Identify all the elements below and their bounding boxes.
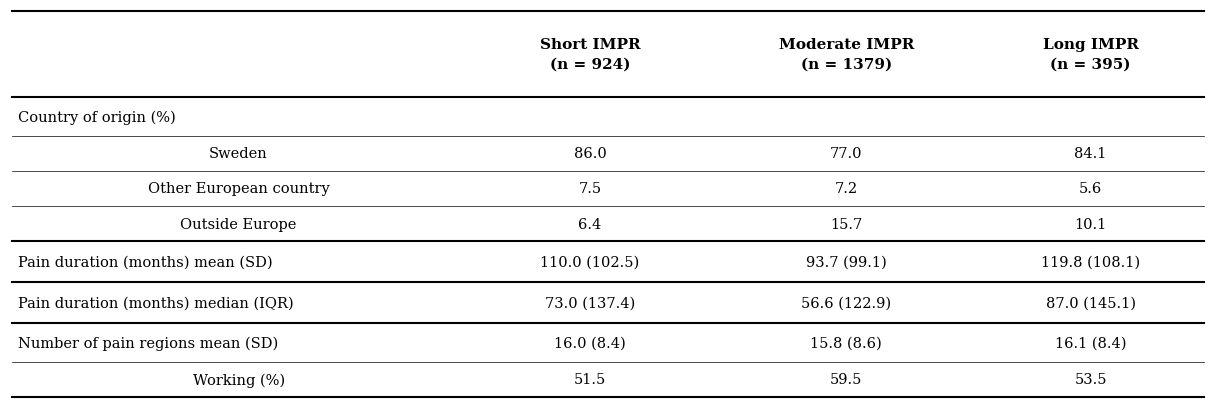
Text: Pain duration (months) mean (SD): Pain duration (months) mean (SD) (18, 255, 272, 269)
Text: Pain duration (months) median (IQR): Pain duration (months) median (IQR) (18, 296, 294, 310)
Text: 7.2: 7.2 (834, 182, 858, 196)
Text: 10.1: 10.1 (1075, 217, 1107, 231)
Text: 16.1 (8.4): 16.1 (8.4) (1055, 336, 1126, 350)
Text: 59.5: 59.5 (831, 373, 862, 387)
Text: Outside Europe: Outside Europe (180, 217, 297, 231)
Text: Number of pain regions mean (SD): Number of pain regions mean (SD) (18, 335, 278, 350)
Text: 51.5: 51.5 (574, 373, 607, 387)
Text: 86.0: 86.0 (574, 147, 607, 161)
Text: 15.8 (8.6): 15.8 (8.6) (810, 336, 883, 350)
Text: Other European country: Other European country (147, 182, 330, 196)
Text: Sweden: Sweden (209, 147, 268, 161)
Text: Long IMPR
(n = 395): Long IMPR (n = 395) (1042, 38, 1138, 71)
Text: Country of origin (%): Country of origin (%) (18, 110, 176, 124)
Text: Short IMPR
(n = 924): Short IMPR (n = 924) (540, 38, 641, 71)
Text: 87.0 (145.1): 87.0 (145.1) (1046, 296, 1136, 310)
Text: 7.5: 7.5 (579, 182, 602, 196)
Text: Moderate IMPR
(n = 1379): Moderate IMPR (n = 1379) (778, 38, 914, 71)
Text: 15.7: 15.7 (831, 217, 862, 231)
Text: 84.1: 84.1 (1075, 147, 1107, 161)
Text: 5.6: 5.6 (1079, 182, 1102, 196)
Text: 93.7 (99.1): 93.7 (99.1) (806, 255, 886, 269)
Text: 6.4: 6.4 (579, 217, 602, 231)
Text: Working (%): Working (%) (192, 372, 285, 387)
Text: 56.6 (122.9): 56.6 (122.9) (801, 296, 891, 310)
Text: 110.0 (102.5): 110.0 (102.5) (540, 255, 640, 269)
Text: 77.0: 77.0 (831, 147, 862, 161)
Text: 73.0 (137.4): 73.0 (137.4) (545, 296, 635, 310)
Text: 16.0 (8.4): 16.0 (8.4) (554, 336, 626, 350)
Text: 119.8 (108.1): 119.8 (108.1) (1041, 255, 1141, 269)
Text: 53.5: 53.5 (1075, 373, 1107, 387)
